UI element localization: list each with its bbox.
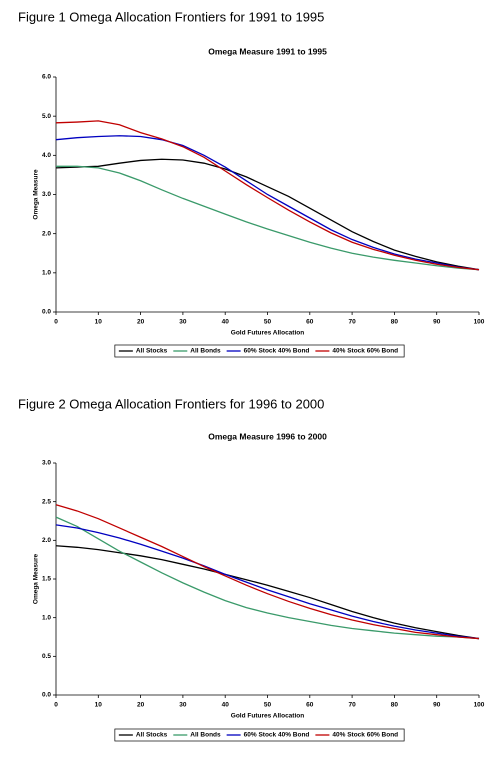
x-tick-label: 100 bbox=[474, 702, 485, 709]
x-tick-label: 60 bbox=[306, 319, 314, 326]
series-line bbox=[55, 516, 480, 640]
series-line bbox=[55, 545, 480, 640]
x-tick-label: 20 bbox=[137, 702, 145, 709]
y-axis-label: Omega Measure bbox=[33, 169, 40, 220]
legend-label: 60% Stock 40% Bond bbox=[244, 348, 310, 355]
y-tick-label: 6.0 bbox=[42, 74, 51, 81]
x-tick-label: 50 bbox=[264, 702, 272, 709]
figure-caption: Figure 1 Omega Allocation Frontiers for … bbox=[18, 9, 324, 24]
y-tick-label: 4.0 bbox=[42, 152, 51, 159]
x-tick-label: 90 bbox=[433, 702, 441, 709]
series-line bbox=[55, 524, 480, 640]
legend-label: 60% Stock 40% Bond bbox=[244, 732, 310, 739]
y-tick-label: 0.5 bbox=[42, 653, 51, 660]
y-tick-label: 0.0 bbox=[42, 692, 51, 699]
legend: All Stocks All Bonds 60% Stock 40% Bond 40%… bbox=[114, 344, 405, 358]
y-tick-label: 1.5 bbox=[42, 576, 51, 583]
chart-title: Omega Measure 1991 to 1995 bbox=[208, 46, 327, 56]
legend-box bbox=[114, 728, 405, 742]
x-tick-label: 10 bbox=[95, 319, 103, 326]
y-tick-label: 1.0 bbox=[42, 270, 51, 277]
y-axis-label: Omega Measure bbox=[33, 554, 40, 605]
series-line bbox=[55, 135, 480, 271]
x-tick-label: 40 bbox=[222, 319, 230, 326]
figure-caption: Figure 2 Omega Allocation Frontiers for … bbox=[18, 396, 324, 411]
x-tick-label: 100 bbox=[474, 319, 485, 326]
x-tick-label: 50 bbox=[264, 319, 272, 326]
y-tick-label: 2.5 bbox=[42, 498, 51, 505]
legend-label: All Bonds bbox=[190, 732, 221, 739]
legend-box bbox=[114, 344, 405, 358]
x-tick-label: 60 bbox=[306, 702, 314, 709]
chart: Figure 1 Omega Allocation Frontiers for … bbox=[18, 9, 485, 358]
legend-label: All Stocks bbox=[136, 732, 168, 739]
x-tick-label: 70 bbox=[348, 702, 356, 709]
y-tick-label: 5.0 bbox=[42, 113, 51, 120]
legend: All Stocks All Bonds 60% Stock 40% Bond 40%… bbox=[114, 728, 405, 742]
y-tick-label: 2.0 bbox=[42, 537, 51, 544]
chart-title: Omega Measure 1996 to 2000 bbox=[208, 431, 327, 441]
x-tick-label: 30 bbox=[179, 702, 187, 709]
x-tick-label: 70 bbox=[348, 319, 356, 326]
x-tick-label: 80 bbox=[391, 702, 399, 709]
series-line bbox=[55, 120, 480, 271]
y-tick-label: 2.0 bbox=[42, 230, 51, 237]
series-line bbox=[55, 504, 480, 640]
y-tick-label: 3.0 bbox=[42, 460, 51, 467]
legend-label: 40% Stock 60% Bond bbox=[332, 348, 398, 355]
series-line bbox=[55, 158, 480, 271]
x-tick-label: 0 bbox=[54, 319, 58, 326]
x-tick-label: 0 bbox=[54, 702, 58, 709]
x-tick-label: 30 bbox=[179, 319, 187, 326]
chart: Figure 2 Omega Allocation Frontiers for … bbox=[18, 396, 485, 742]
x-tick-label: 20 bbox=[137, 319, 145, 326]
x-tick-label: 40 bbox=[222, 702, 230, 709]
x-tick-label: 80 bbox=[391, 319, 399, 326]
x-axis-label: Gold Futures Allocation bbox=[231, 713, 304, 720]
y-tick-label: 3.0 bbox=[42, 191, 51, 198]
x-axis-label: Gold Futures Allocation bbox=[231, 330, 304, 337]
legend-label: 40% Stock 60% Bond bbox=[332, 732, 398, 739]
y-tick-label: 1.0 bbox=[42, 614, 51, 621]
series-line bbox=[56, 165, 480, 271]
x-tick-label: 10 bbox=[95, 702, 103, 709]
legend-label: All Stocks bbox=[136, 348, 168, 355]
legend-label: All Bonds bbox=[190, 348, 221, 355]
x-tick-label: 90 bbox=[433, 319, 441, 326]
y-tick-label: 0.0 bbox=[42, 309, 51, 316]
